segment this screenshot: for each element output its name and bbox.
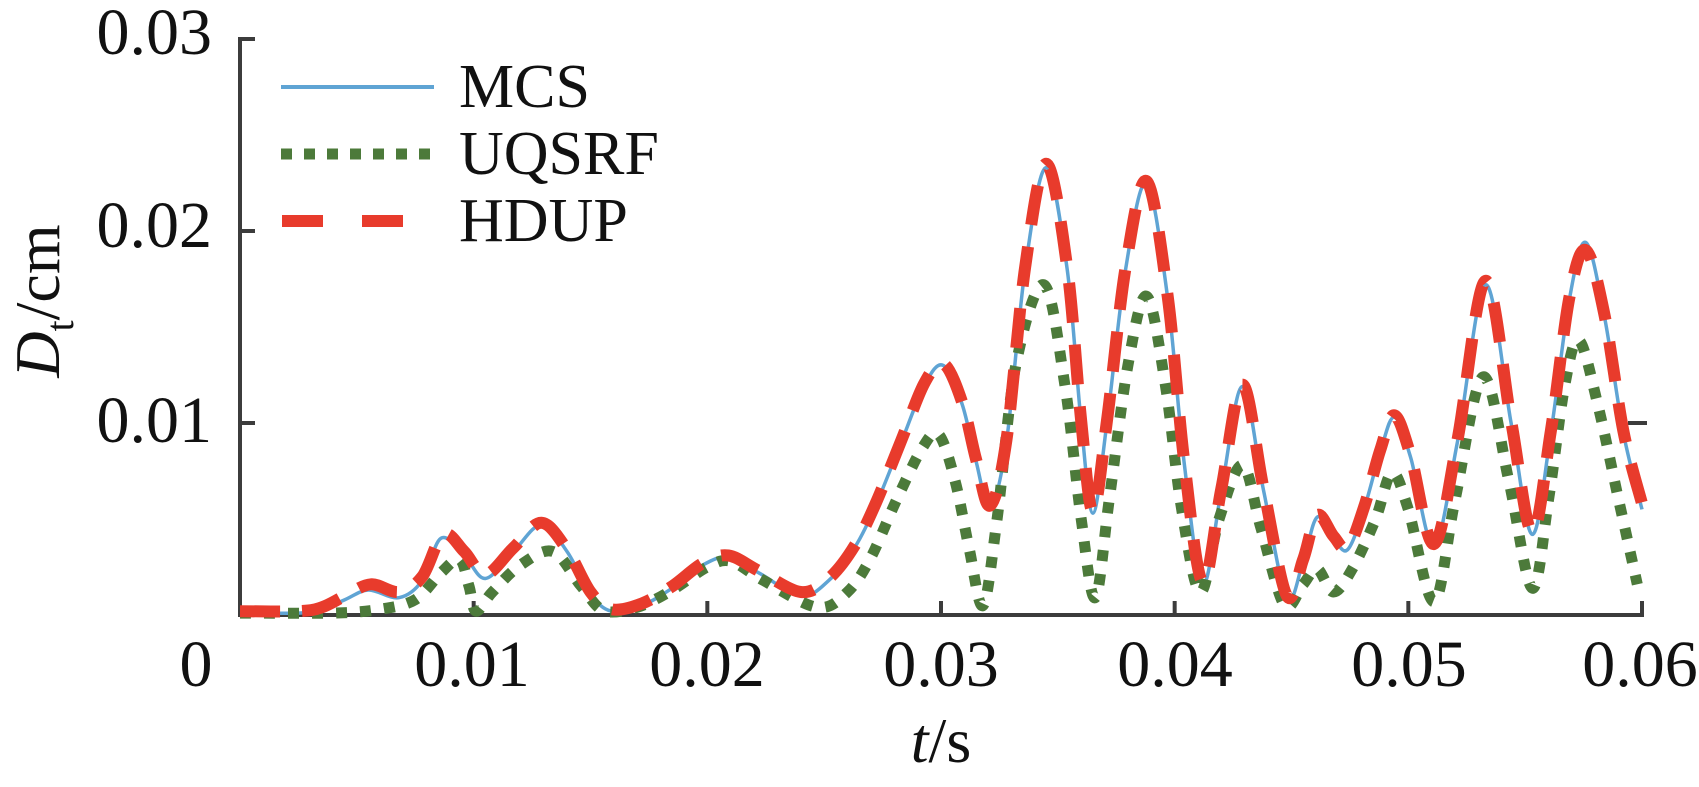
x-tick-label-0.02: 0.02 (649, 628, 765, 701)
x-tick-label-0.06: 0.06 (1582, 628, 1698, 701)
y-tick-label-0.01: 0.01 (96, 384, 213, 457)
mcs-solid-line-icon (281, 84, 434, 89)
x-tick-label-0.01: 0.01 (414, 628, 530, 701)
x-tick-label-0.04: 0.04 (1117, 628, 1233, 701)
legend-item-hdup: HDUP (280, 187, 659, 254)
x-tick-label-0.03: 0.03 (883, 628, 999, 701)
series-paths (239, 157, 1648, 619)
legend-item-mcs: MCS (280, 53, 659, 120)
series-line-uqsrf (239, 279, 1643, 619)
legend-label-uqsrf: UQSRF (459, 119, 659, 188)
y-axis-subscript: t (37, 320, 82, 332)
y-tick-label-0.02: 0.02 (96, 189, 213, 262)
x-axis-variable: t (910, 705, 929, 776)
y-axis-unit: /cm (2, 224, 73, 321)
x-tick-label-0.05: 0.05 (1351, 628, 1467, 701)
y-axis-variable: D (2, 331, 73, 378)
x-axis-title: t/s (841, 706, 1041, 776)
x-axis-unit: /s (928, 705, 972, 776)
legend-label-hdup: HDUP (459, 186, 628, 255)
uqsrf-dotted-line-icon (281, 148, 434, 159)
legend-item-uqsrf: UQSRF (280, 120, 659, 187)
x-tick-label-0: 0 (179, 628, 213, 701)
legend-label-mcs: MCS (459, 52, 590, 121)
y-axis-title: Dt/cm (2, 151, 82, 451)
legend: MCS UQSRF HDUP (280, 53, 659, 254)
y-tick-label-0.03: 0.03 (96, 0, 213, 69)
hdup-dashed-line-icon (282, 214, 434, 227)
